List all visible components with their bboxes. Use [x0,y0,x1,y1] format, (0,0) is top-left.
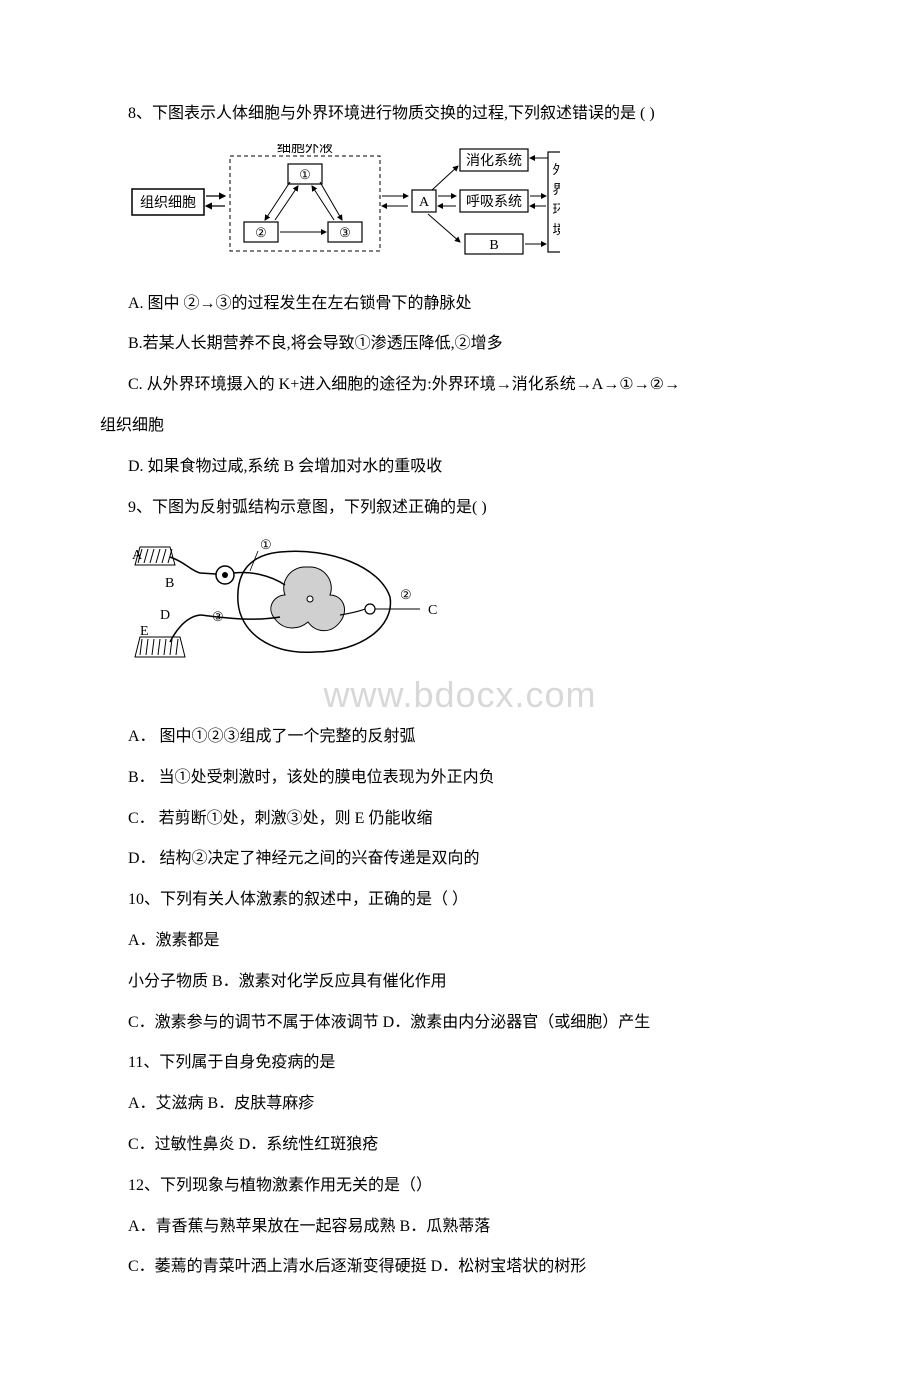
q8-opt-d: D. 如果食物过咸,系统 B 会增加对水的重吸收 [100,453,820,482]
q11-stem: 11、下列属于自身免疫病的是 [100,1049,820,1078]
svg-text:环: 环 [552,202,560,217]
q10-opt-cd: C．激素参与的调节不属于体液调节 D．激素由内分泌器官（或细胞）产生 [100,1009,820,1038]
q9-opt-b: B． 当①处受刺激时，该处的膜电位表现为外正内负 [100,764,820,793]
q8-opt-b: B.若某人长期营养不良,将会导致①渗透压降低,②增多 [100,330,820,359]
svg-text:B: B [489,238,498,253]
svg-text:③: ③ [212,609,224,624]
q9-opt-a: A． 图中①②③组成了一个完整的反射弧 [100,723,820,752]
q9-opt-d: D． 结构②决定了神经元之间的兴奋传递是双向的 [100,845,820,874]
q9-stem: 9、下图为反射弧结构示意图，下列叙述正确的是( ) [100,494,820,523]
svg-text:①: ① [299,167,311,182]
svg-text:D: D [160,608,170,623]
svg-text:①: ① [260,537,272,552]
svg-text:B: B [165,576,174,591]
svg-text:②: ② [255,225,267,240]
svg-text:A: A [419,195,430,210]
q12-opt-cd: C．萎蔫的青菜叶洒上清水后逐渐变得硬挺 D．松树宝塔状的树形 [100,1253,820,1282]
svg-text:C: C [428,603,437,618]
svg-text:③: ③ [339,225,351,240]
svg-text:呼吸系统: 呼吸系统 [466,194,522,210]
q9-opt-c: C． 若剪断①处，刺激③处，则 E 仍能收缩 [100,805,820,834]
q10-opt-ab: 小分子物质 B．激素对化学反应具有催化作用 [100,968,820,997]
q8-opt-c-2: 组织细胞 [100,412,820,441]
q8-extracellular-label: 细胞外液 [277,144,333,156]
q8-opt-a: A. 图中 ②→③的过程发生在左右锁骨下的静脉处 [100,290,820,319]
svg-text:②: ② [400,587,412,602]
svg-text:消化系统: 消化系统 [466,153,522,169]
svg-text:A: A [132,548,143,563]
q12-opt-ab: A．青香蕉与熟苹果放在一起容易成熟 B．瓜熟蒂落 [100,1213,820,1242]
svg-text:E: E [140,624,149,639]
svg-text:境: 境 [552,222,560,237]
q11-opt-ab: A．艾滋病 B．皮肤荨麻疹 [100,1090,820,1119]
q10-opt-a: A．激素都是 [100,927,820,956]
q11-opt-cd: C．过敏性鼻炎 D．系统性红斑狼疮 [100,1131,820,1160]
svg-text:外: 外 [552,162,560,177]
q10-stem: 10、下列有关人体激素的叙述中，正确的是（ ） [100,886,820,915]
svg-text:界: 界 [552,182,560,197]
q8-diagram: 组织细胞 细胞外液 ① ② ③ A [130,144,820,275]
q8-opt-c-1: C. 从外界环境摄入的 K+进入细胞的途径为:外界环境→消化系统→A→①→②→ [100,371,820,400]
q9-diagram: A B D E C ① ② ③ [130,537,820,678]
q8-stem: 8、下图表示人体细胞与外界环境进行物质交换的过程,下列叙述错误的是 ( ) [100,100,820,129]
q12-stem: 12、下列现象与植物激素作用无关的是（） [100,1172,820,1201]
q8-tissue-cell-label: 组织细胞 [140,195,196,211]
